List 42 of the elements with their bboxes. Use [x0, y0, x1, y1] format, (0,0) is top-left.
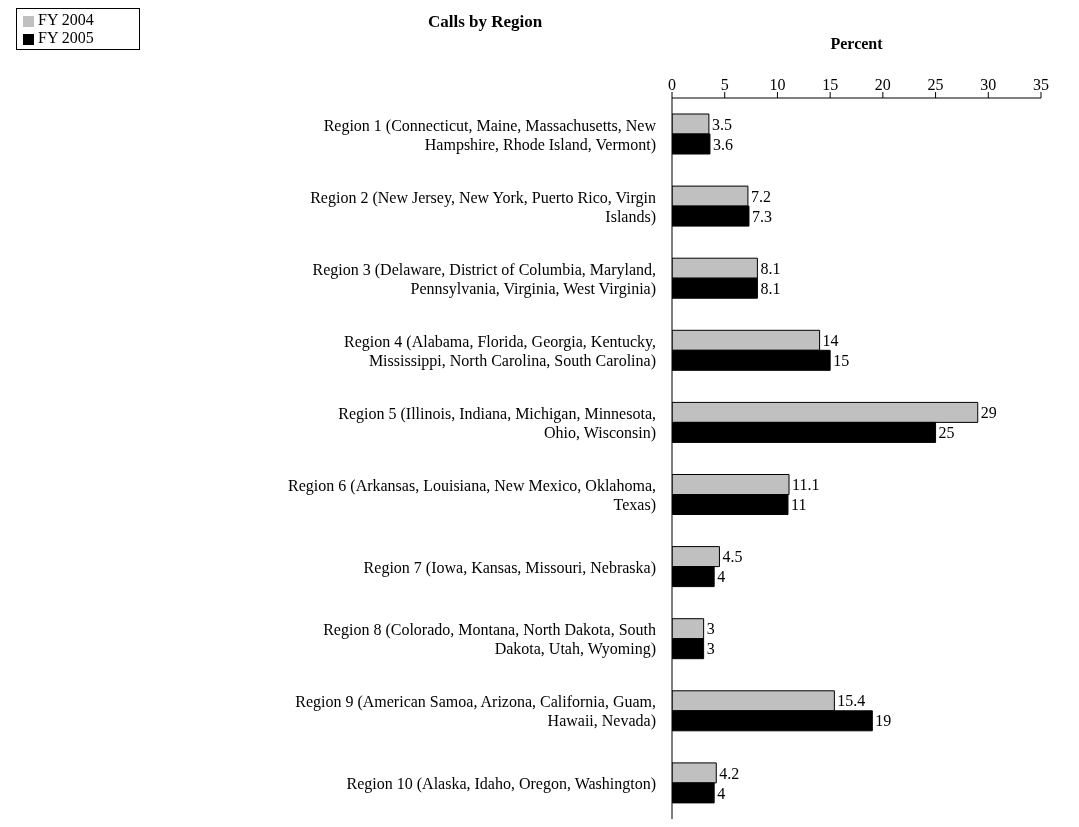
x-axis-title: Percent: [830, 35, 884, 53]
y-tick-label: Region 3 (Delaware, District of Columbia, Maryland, Pennsylvania, Virginia, West Virginia): [312, 260, 656, 298]
data-label: 14: [822, 331, 839, 349]
legend-label: FY 2005: [38, 29, 94, 46]
x-tick-label: 10: [769, 76, 786, 93]
y-tick-label: Region 4 (Alabama, Florida, Georgia, Kentucky, Mississippi, North Carolina, South Carolina): [344, 332, 656, 370]
legend-label: FY 2004: [38, 11, 94, 28]
y-tick-label: Region 6 (Arkansas, Louisiana, New Mexico, Oklahoma, Texas): [288, 476, 656, 514]
data-label: 7.3: [751, 207, 772, 225]
x-tick-label: 15: [822, 76, 839, 93]
y-tick-label: Region 1 (Connecticut, Maine, Massachusetts, New Hampshire, Rhode Island, Vermont): [323, 116, 657, 154]
data-label: 3.6: [712, 135, 733, 153]
y-tick-label: Region 8 (Colorado, Montana, North Dakota, South Dakota, Utah, Wyoming): [323, 620, 656, 658]
data-label: 8.1: [760, 279, 781, 297]
data-label: 7.2: [750, 187, 771, 205]
y-tick-label: Region 10 (Alaska, Idaho, Oregon, Washington): [346, 774, 656, 793]
x-tick-label: 35: [1033, 76, 1049, 93]
data-label: 4.5: [722, 548, 743, 566]
data-label: 4: [717, 784, 726, 802]
data-label: 11.1: [792, 476, 820, 494]
x-tick-label: 5: [720, 76, 729, 93]
data-label: 15.4: [837, 692, 866, 710]
data-label: 19: [875, 712, 892, 730]
data-label: 4.2: [719, 764, 740, 782]
x-tick-label: 30: [980, 76, 997, 93]
x-tick-label: 25: [927, 76, 944, 93]
data-label: 15: [833, 351, 850, 369]
y-tick-label: Region 7 (Iowa, Kansas, Missouri, Nebraska): [363, 558, 656, 577]
y-tick-label: Region 2 (New Jersey, New York, Puerto Rico, Virgin Islands): [310, 188, 656, 226]
data-label: 3: [706, 620, 715, 638]
data-label: 3.5: [711, 115, 732, 133]
data-label: 8.1: [760, 259, 781, 277]
x-tick-label: 20: [874, 76, 891, 93]
data-label: 25: [938, 424, 955, 442]
data-label: 29: [980, 404, 997, 422]
data-label: 3: [706, 640, 715, 658]
y-tick-label: Region 9 (American Samoa, Arizona, California, Guam, Hawaii, Nevada): [295, 692, 656, 730]
data-label: 4: [717, 568, 726, 586]
data-label: 11: [790, 496, 807, 514]
x-tick-label: 0: [668, 76, 676, 93]
y-tick-label: Region 5 (Illinois, Indiana, Michigan, Minnesota, Ohio, Wisconsin): [338, 404, 656, 442]
text: Calls by Region: [428, 12, 543, 32]
